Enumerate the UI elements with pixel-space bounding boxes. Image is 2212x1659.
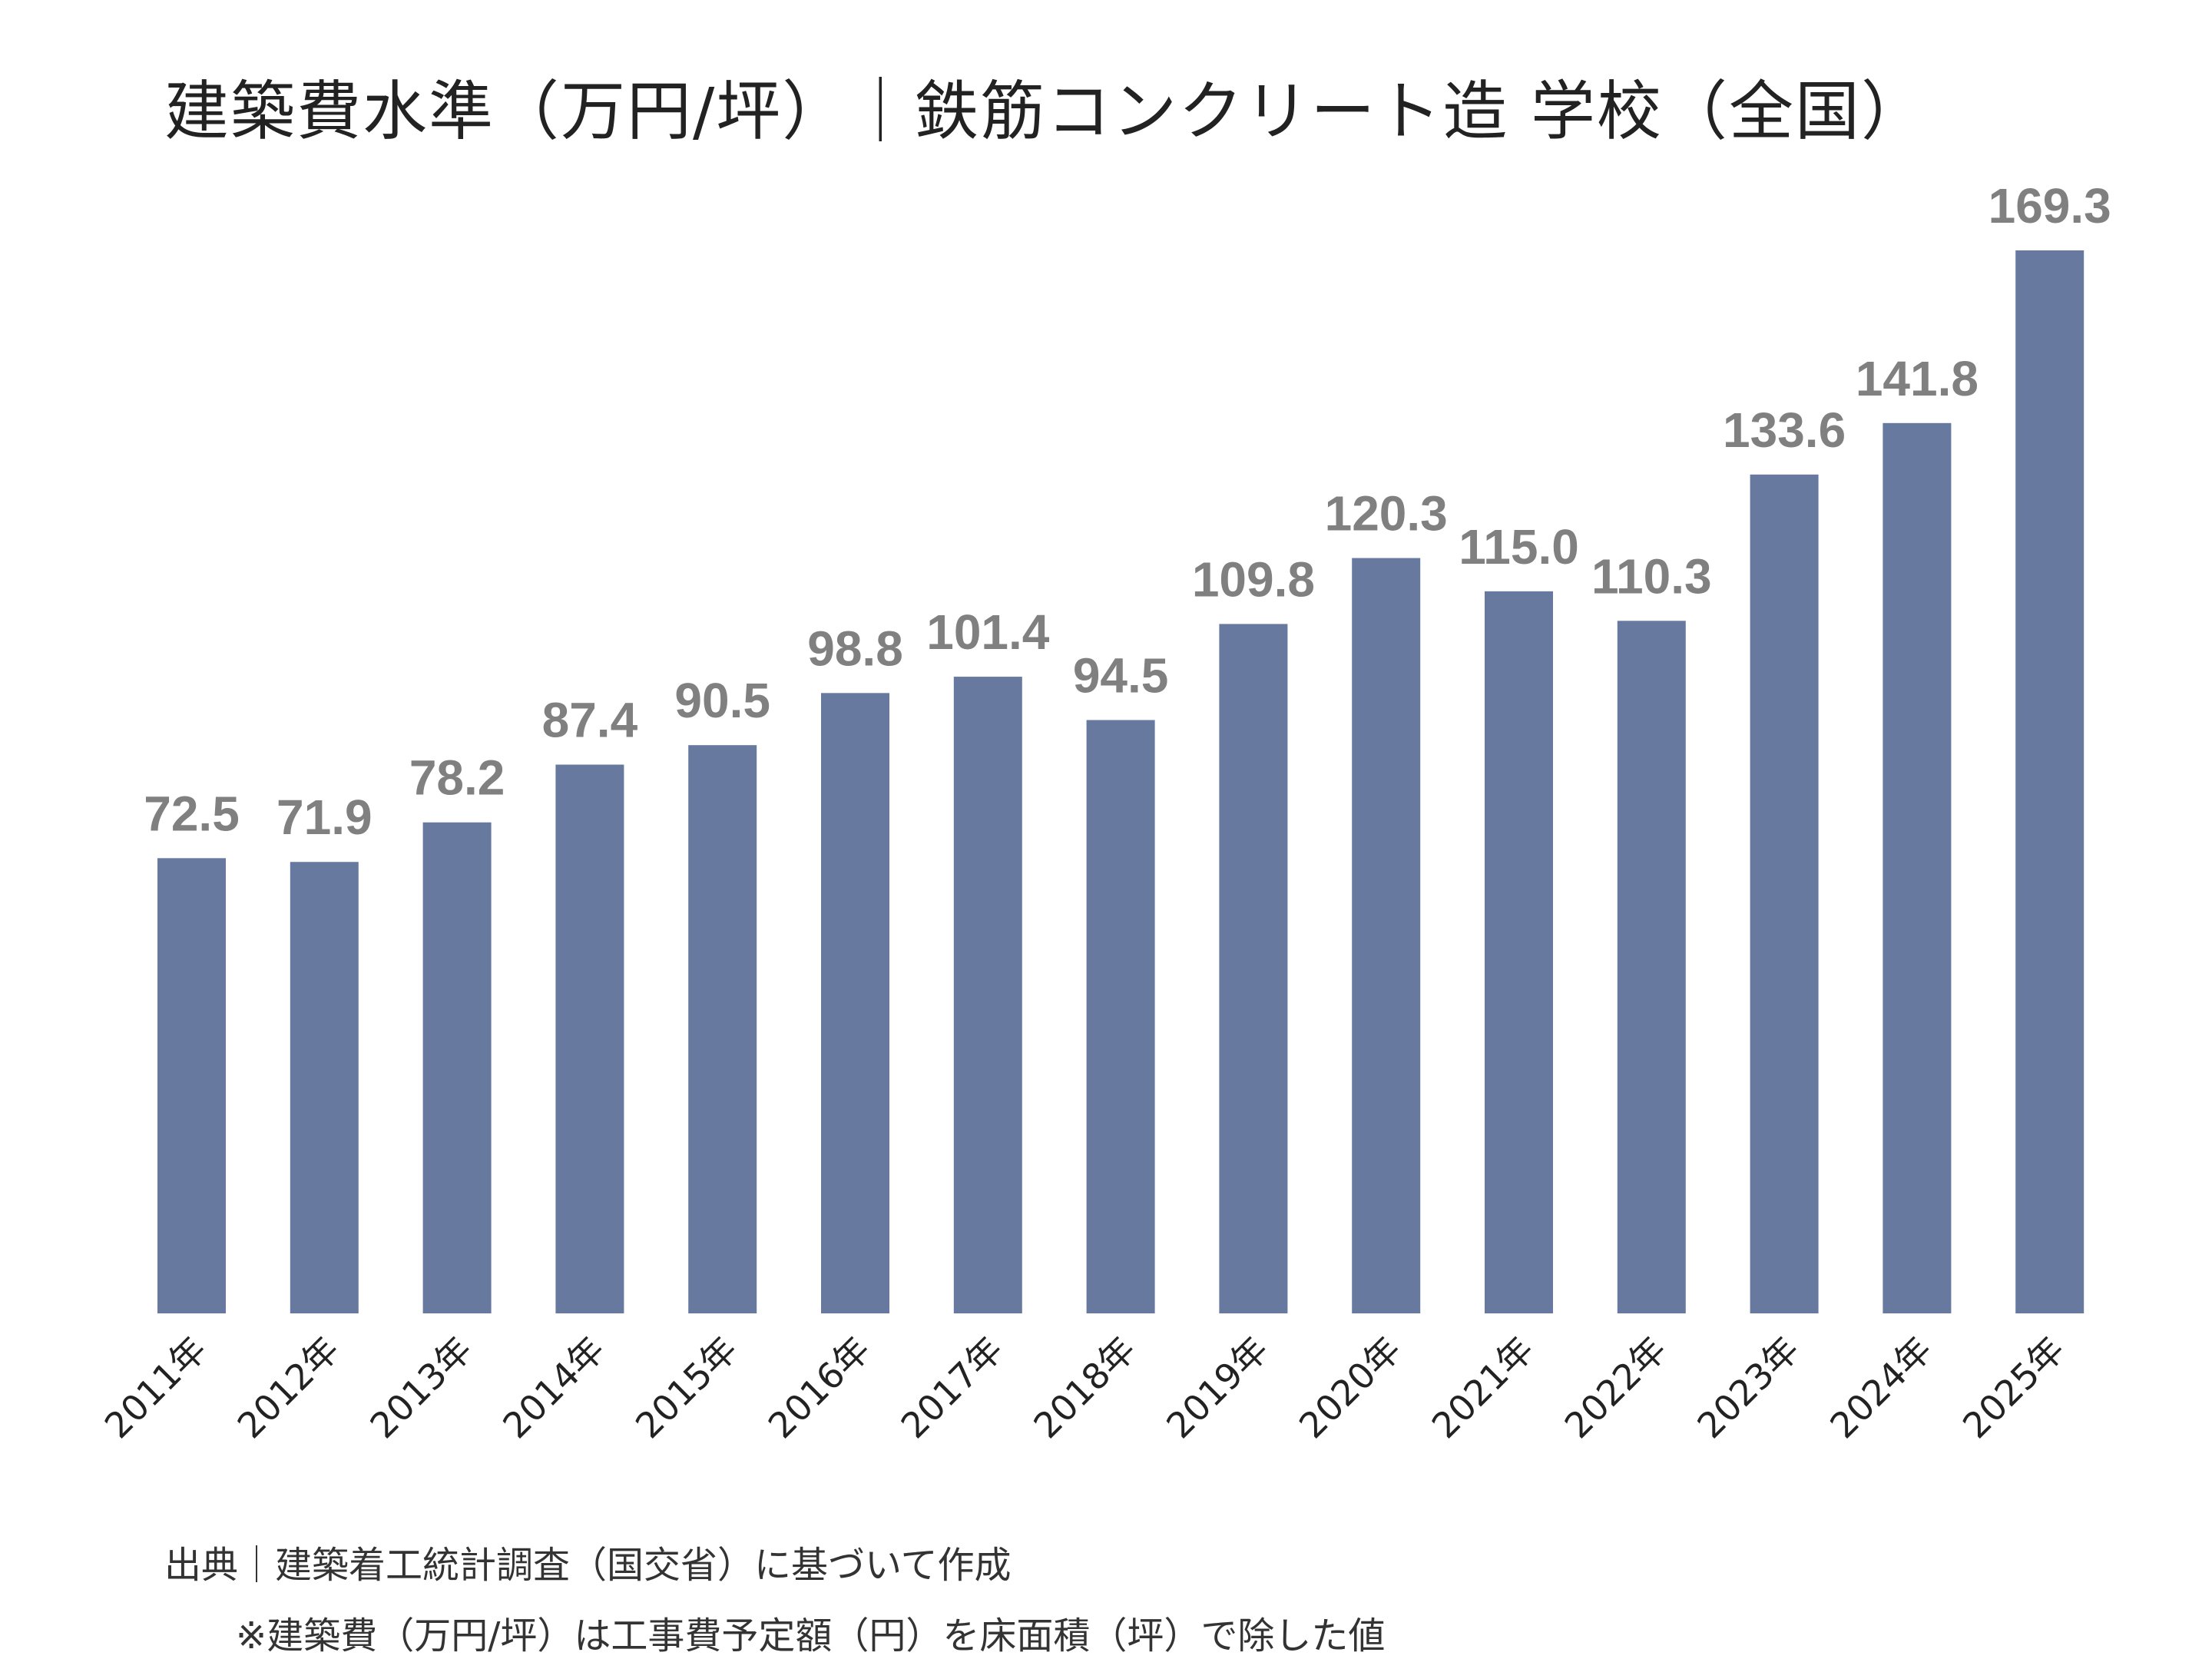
data-label: 115.0 — [1459, 519, 1579, 575]
x-tick-label: 2011年 — [97, 1329, 214, 1446]
x-tick-label: 2023年 — [1689, 1329, 1806, 1446]
data-label: 72.5 — [144, 786, 240, 841]
bar-2016年 — [821, 693, 889, 1313]
x-tick-label: 2021年 — [1424, 1329, 1541, 1446]
x-tick-label: 2016年 — [760, 1329, 878, 1446]
x-tick-label: 2025年 — [1955, 1329, 2072, 1446]
data-label: 109.8 — [1192, 551, 1315, 607]
bar-2017年 — [953, 677, 1022, 1313]
data-label: 71.9 — [276, 790, 373, 845]
bar-2021年 — [1485, 591, 1553, 1313]
chart-title: 建築費水準（万円/坪）｜鉄筋コンクリート造 学校（全国） — [164, 74, 1928, 149]
bar-2013年 — [422, 822, 492, 1313]
data-label: 98.8 — [807, 621, 903, 676]
x-tick-label: 2022年 — [1557, 1329, 1674, 1446]
x-tick-label: 2014年 — [495, 1329, 612, 1446]
definition-note: ※建築費（万円/坪）は工事費予定額（円）を床面積（坪）で除した値 — [236, 1614, 1386, 1657]
x-tick-label: 2018年 — [1025, 1329, 1143, 1446]
data-label: 169.3 — [1988, 178, 2111, 233]
x-tick-label: 2019年 — [1158, 1329, 1276, 1446]
data-label: 94.5 — [1073, 647, 1169, 703]
bar-2023年 — [1750, 474, 1819, 1313]
x-tick-label: 2024年 — [1822, 1329, 1939, 1446]
source-note: 出典｜建築着工統計調査（国交省）に基づいて作成 — [164, 1544, 1012, 1587]
bar-2015年 — [688, 745, 757, 1313]
x-tick-label: 2015年 — [628, 1329, 745, 1446]
data-label: 101.4 — [926, 604, 1050, 660]
data-label: 120.3 — [1325, 486, 1448, 541]
x-tick-label: 2020年 — [1291, 1329, 1409, 1446]
bar-2020年 — [1352, 558, 1421, 1313]
data-label: 141.8 — [1856, 351, 1979, 406]
data-label: 78.2 — [409, 750, 505, 806]
x-tick-label: 2013年 — [362, 1329, 479, 1446]
bar-2012年 — [290, 862, 359, 1313]
bar-2025年 — [2015, 250, 2085, 1313]
bar-2024年 — [1883, 422, 1952, 1313]
bar-2014年 — [555, 764, 624, 1313]
x-tick-label: 2017年 — [893, 1329, 1011, 1446]
data-label: 133.6 — [1723, 402, 1846, 458]
bar-2018年 — [1086, 720, 1155, 1313]
bar-2011年 — [157, 858, 226, 1313]
data-label: 90.5 — [674, 673, 770, 728]
data-label: 110.3 — [1591, 548, 1712, 604]
data-label: 87.4 — [542, 693, 638, 748]
x-tick-label: 2012年 — [230, 1329, 347, 1446]
bar-2019年 — [1219, 624, 1288, 1313]
bar-2022年 — [1617, 621, 1686, 1313]
